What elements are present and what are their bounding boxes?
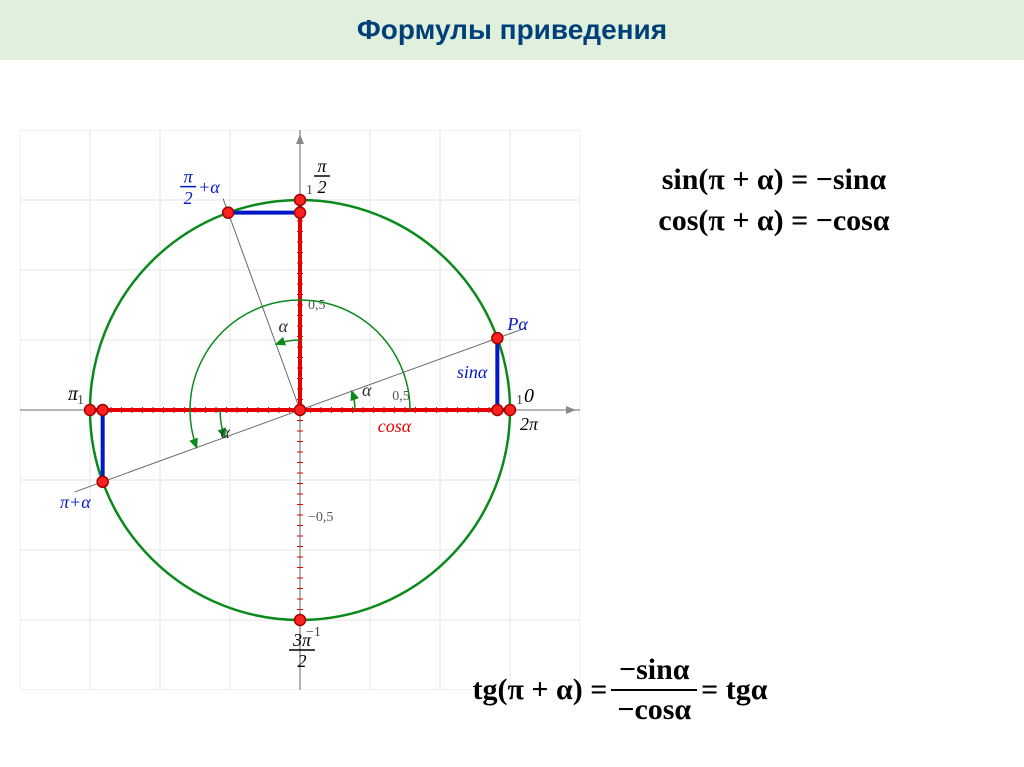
svg-text:3π: 3π <box>292 630 312 650</box>
svg-text:+α: +α <box>198 177 220 197</box>
svg-text:sinα: sinα <box>457 362 488 382</box>
svg-text:π: π <box>184 167 194 187</box>
formula-cos: cos(π + α) = −cosα <box>564 201 984 242</box>
tg-numerator: −sinα <box>611 653 697 689</box>
formula-tg: tg(π + α) = −sinα −cosα = tgα <box>240 653 1000 727</box>
svg-text:−0,5: −0,5 <box>308 510 333 525</box>
page-title: Формулы приведения <box>357 14 667 46</box>
formulas-top: sin(π + α) = −sinα cos(π + α) = −cosα <box>564 160 984 241</box>
svg-text:π: π <box>68 383 79 405</box>
svg-text:2: 2 <box>318 177 327 197</box>
svg-text:α: α <box>221 422 231 442</box>
tg-rhs: = tgα <box>701 673 767 707</box>
svg-text:0,5: 0,5 <box>392 389 410 404</box>
tg-fraction: −sinα −cosα <box>611 653 697 727</box>
svg-text:α: α <box>362 380 372 400</box>
svg-text:π: π <box>317 156 327 176</box>
unit-circle-diagram: 1−11−10,50,5−0,5αααsinαcosαπ23π2π02πPαπ2… <box>20 130 580 690</box>
svg-text:0: 0 <box>524 385 534 407</box>
svg-text:2π: 2π <box>520 414 539 434</box>
svg-text:α: α <box>279 316 289 336</box>
tg-denominator: −cosα <box>611 689 697 727</box>
svg-text:2: 2 <box>184 188 193 208</box>
formula-sin: sin(π + α) = −sinα <box>564 160 984 201</box>
svg-text:π+α: π+α <box>60 492 91 512</box>
header: Формулы приведения <box>0 0 1024 60</box>
svg-text:Pα: Pα <box>506 314 528 334</box>
svg-text:1: 1 <box>516 393 523 408</box>
svg-text:1: 1 <box>306 183 313 198</box>
svg-text:cosα: cosα <box>378 416 412 436</box>
content: 1−11−10,50,5−0,5αααsinαcosαπ23π2π02πPαπ2… <box>0 60 1024 767</box>
tg-lhs: tg(π + α) = <box>473 673 608 707</box>
